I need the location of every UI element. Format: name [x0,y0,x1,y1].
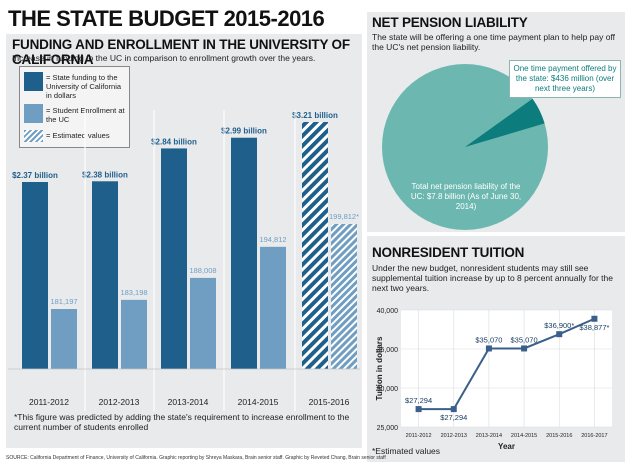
funding-value-label: $3.21 billion [292,111,338,120]
enrollment-value-label: 181,197 [50,297,77,306]
tuition-value-label: $27,294 [440,413,467,422]
funding-footnote: *This figure was predicted by adding the… [14,412,350,432]
funding-value-label: $2.38 billion [82,170,128,179]
funding-value-label: $2.99 billion [221,127,267,136]
funding-bar [22,182,48,369]
tuition-footnote: *Estimated values [372,446,441,456]
enrollment-value-label: 183,198 [120,288,147,297]
x-tick-label: 2016-2017 [581,433,607,439]
plot-area [401,310,612,427]
enrollment-value-label: 188,008 [189,266,216,275]
enrollment-bar [331,224,357,369]
tuition-point [556,331,563,338]
x-tick-label: 2011-2012 [29,397,69,407]
y-axis-title: Tuition in dollars [375,336,384,400]
enrollment-value-label: 194,812 [259,235,286,244]
x-tick-label: 2012-2013 [441,433,467,439]
tuition-line [418,317,595,411]
x-tick-label: 2013-2014 [476,433,502,439]
tuition-point [415,406,422,413]
tuition-panel-title: NONRESIDENT TUITION [372,245,525,260]
enrollment-value-label: 199,812* [329,212,359,221]
legend-swatch-estimated [24,130,43,142]
funding-bar [231,137,257,369]
pension-callout: One time payment offered by the state: $… [509,60,621,98]
y-tick-label: 25,000 [377,425,399,432]
x-tick-label: 2015-2016 [309,397,350,407]
tuition-point [485,345,492,352]
tuition-value-label: $38,877* [579,323,609,332]
tuition-value-label: $35,070 [475,335,502,344]
funding-panel-title: FUNDING AND ENROLLMENT IN THE UNIVERSITY… [12,37,350,67]
x-tick-label: 2013-2014 [168,397,209,407]
funding-value-label: $2.37 billion [12,171,58,180]
source-credit: SOURCE: California Department of Finance… [6,455,386,461]
pension-panel-subtitle: The state will be offering a one time pa… [372,32,616,52]
pension-panel-title: NET PENSION LIABILITY [372,15,528,30]
funding-bar [161,148,187,369]
x-tick-label: 2015-2016 [546,433,572,439]
legend-label-funding: = State funding to the University of Cal… [46,73,122,100]
y-tick-label: 35,000 [377,347,399,354]
tuition-point [521,345,528,352]
x-axis-title: Year [498,442,515,451]
funding-bar-chart: $2.37 billion 181,197 2011-2012 $2.38 billi… [8,110,360,411]
tuition-point [450,406,457,413]
funding-bar [92,181,118,369]
tuition-line-chart: 25,000 30,000 35,000 40,000 $27,294 $27,294 $3… [375,308,612,451]
x-tick-label: 2014-2015 [511,433,537,439]
y-tick-label: 40,000 [377,308,399,315]
tuition-value-label: $35,070 [511,335,538,344]
legend-swatch-enrollment [24,104,43,123]
enrollment-bar [260,246,286,369]
tuition-point [591,315,598,322]
enrollment-bar [121,299,147,369]
legend-label-estimated: = Estimated values [46,131,110,140]
tuition-value-label: $27,294 [405,396,432,405]
x-tick-label: 2014-2015 [238,397,279,407]
y-tick-label: 30,000 [377,386,399,393]
funding-value-label: $2.84 billion [151,137,197,146]
pension-pie-chart [382,64,548,230]
x-tick-label: 2012-2013 [99,397,140,407]
enrollment-bar [190,277,216,369]
pension-main-label: Total net pension liability of the UC: $… [410,182,522,211]
enrollment-bar [51,309,77,369]
pie-slice-payment [465,98,545,147]
page-title: THE STATE BUDGET 2015-2016 [8,6,325,31]
funding-bar [302,122,328,369]
legend-swatch-funding [24,72,43,91]
funding-panel-subtitle: Increase in funding to the UC in compari… [12,53,316,63]
x-tick-label: 2011-2012 [406,433,432,439]
tuition-value-label: $36,900* [544,321,574,330]
tuition-panel-subtitle: Under the new budget, nonresident studen… [372,263,613,293]
